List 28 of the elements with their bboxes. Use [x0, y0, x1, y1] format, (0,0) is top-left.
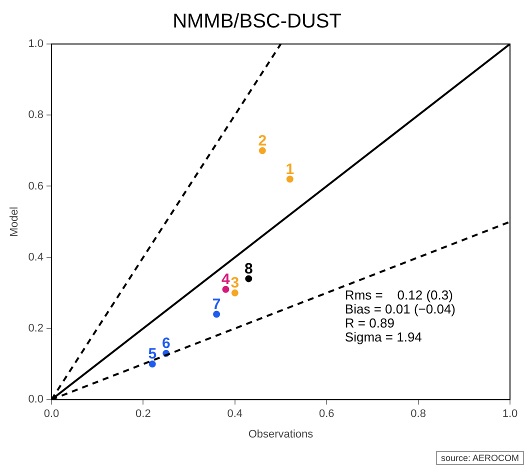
x-tick-label: 1.0 [502, 408, 518, 420]
source-note: source: AEROCOM [436, 451, 524, 465]
y-tick-label: 0.0 [28, 394, 44, 406]
y-tick-label: 0.4 [28, 251, 44, 264]
y-tick-label: 0.8 [28, 109, 44, 122]
x-tick-label: 0.4 [227, 408, 243, 420]
x-tick-label: 0.0 [44, 408, 60, 420]
series-label: 5 [148, 346, 157, 363]
x-axis-title: Observations [248, 428, 314, 440]
x-tick-label: 0.2 [136, 408, 151, 420]
x-tick-label: 0.8 [410, 408, 426, 420]
series-label: 8 [244, 260, 253, 278]
series-label: 7 [212, 296, 221, 313]
series-label: 2 [258, 132, 267, 150]
annotation: R = 0.89 [344, 315, 394, 330]
y-tick-label: 0.6 [28, 180, 44, 192]
series-label: 3 [230, 274, 240, 292]
chart-title: NMMB/BSC-DUST [172, 10, 342, 33]
annotation: Sigma = 1.94 [344, 329, 422, 344]
y-tick-label: 1.0 [28, 38, 44, 50]
y-axis-title: Model [8, 206, 21, 237]
annotation: Rms = 0.12 (0.3) [344, 287, 453, 302]
annotation: Bias = 0.01 (−0.04) [344, 301, 456, 316]
x-tick-label: 0.6 [318, 408, 334, 420]
series-label: 4 [222, 271, 231, 288]
series-label: 1 [286, 160, 294, 178]
y-tick-label: 0.2 [28, 322, 44, 335]
series-label: 6 [162, 335, 170, 352]
